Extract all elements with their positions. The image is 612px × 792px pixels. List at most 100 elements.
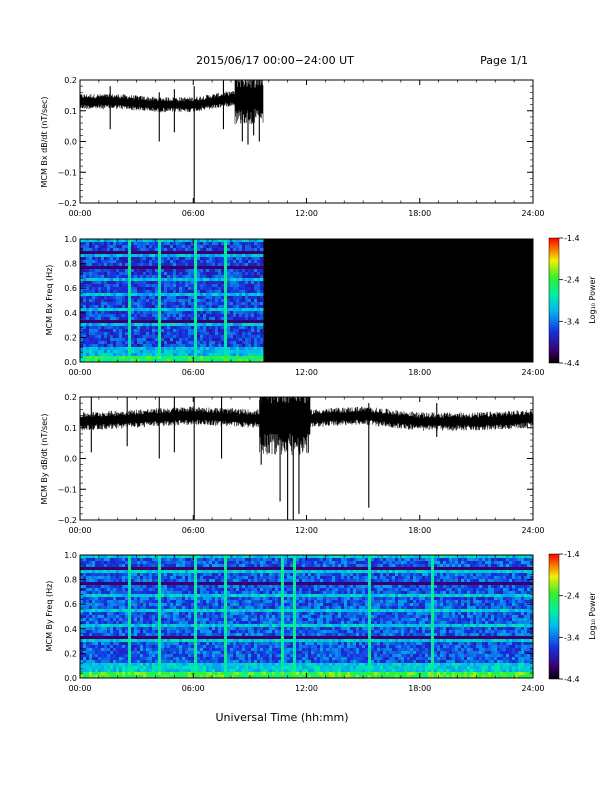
spectrogram-cell bbox=[212, 257, 216, 261]
spectrogram-cell bbox=[137, 621, 141, 625]
spectrogram-cell bbox=[188, 636, 192, 640]
spectrogram-cell bbox=[239, 257, 243, 261]
spectrogram-cell bbox=[149, 275, 153, 279]
spectrogram-cell bbox=[212, 603, 216, 607]
spectrogram-cell bbox=[128, 308, 132, 312]
spectrogram-cell bbox=[182, 251, 186, 255]
spectrogram-cell bbox=[197, 353, 201, 357]
spectrogram-cell bbox=[164, 627, 168, 631]
spectrogram-cell bbox=[185, 666, 189, 670]
spectrogram-cell bbox=[167, 278, 171, 282]
spectrogram-cell bbox=[194, 269, 198, 273]
spectrogram-cell bbox=[131, 567, 135, 571]
spectrogram-cell bbox=[200, 311, 204, 315]
spectrogram-cell bbox=[140, 645, 144, 649]
spectrogram-cell bbox=[98, 284, 102, 288]
spectrogram-cell bbox=[152, 636, 156, 640]
spectrogram-cell bbox=[101, 576, 105, 580]
spectrogram-cell bbox=[167, 335, 171, 339]
spectrogram-cell bbox=[161, 660, 165, 664]
spectrogram-cell bbox=[245, 260, 249, 264]
spectrogram-cell bbox=[98, 663, 102, 667]
spectrogram-cell bbox=[227, 666, 231, 670]
spectrogram-cell bbox=[107, 347, 111, 351]
spectrogram-cell bbox=[125, 636, 129, 640]
spectrogram-cell bbox=[179, 600, 183, 604]
spectrogram-cell bbox=[161, 293, 165, 297]
spectrogram-cell bbox=[191, 606, 195, 610]
spectrogram-cell bbox=[200, 323, 204, 327]
spectrogram-cell bbox=[209, 585, 213, 589]
spectrogram-cell bbox=[161, 323, 165, 327]
spectrogram-cell bbox=[164, 639, 168, 643]
spectrogram-cell bbox=[137, 603, 141, 607]
spectrogram-cell bbox=[101, 317, 105, 321]
spectrogram-cell bbox=[206, 645, 210, 649]
spectrogram-cell bbox=[173, 287, 177, 291]
spectrogram-cell bbox=[185, 594, 189, 598]
spectrogram-cell bbox=[155, 344, 159, 348]
spectrogram-cell bbox=[134, 338, 138, 342]
spectrogram-cell bbox=[140, 573, 144, 577]
spectrogram-cell bbox=[218, 287, 222, 291]
spectrogram-cell bbox=[236, 314, 240, 318]
spectrogram-cell bbox=[104, 669, 108, 673]
spectrogram-cell bbox=[173, 573, 177, 577]
spectrogram-cell bbox=[155, 642, 159, 646]
spectrogram-cell bbox=[122, 338, 126, 342]
spectrogram-cell bbox=[170, 284, 174, 288]
spectrogram-cell bbox=[185, 281, 189, 285]
spectrogram-cell bbox=[104, 645, 108, 649]
spectrogram-cell bbox=[143, 344, 147, 348]
spectrogram-cell bbox=[161, 272, 165, 276]
spectrogram-cell bbox=[179, 269, 183, 273]
spectrogram-cell bbox=[248, 266, 252, 270]
spectrogram-cell bbox=[158, 663, 162, 667]
spectrogram-cell bbox=[104, 287, 108, 291]
spectrogram-cell bbox=[140, 269, 144, 273]
spectrogram-cell bbox=[116, 356, 120, 360]
spectrogram-cell bbox=[173, 335, 177, 339]
spectrogram-cell bbox=[116, 666, 120, 670]
spectrogram-cell bbox=[116, 585, 120, 589]
spectrogram-cell bbox=[86, 278, 90, 282]
spectrogram-cell bbox=[149, 293, 153, 297]
spectrogram-cell bbox=[113, 317, 117, 321]
spectrogram-cell bbox=[92, 615, 96, 619]
spectrogram-cell bbox=[113, 281, 117, 285]
spectrogram-cell bbox=[95, 317, 99, 321]
spectrogram-cell bbox=[212, 278, 216, 282]
spectrogram-cell bbox=[209, 603, 213, 607]
spectrogram-cell bbox=[254, 332, 258, 336]
spectrogram-cell bbox=[149, 356, 153, 360]
spectrogram-cell bbox=[110, 248, 114, 252]
spectrogram-cell bbox=[185, 263, 189, 267]
spectrogram-cell bbox=[176, 576, 180, 580]
spectrogram-cell bbox=[86, 648, 90, 652]
spectrogram-cell bbox=[80, 621, 84, 625]
spectrogram-cell bbox=[257, 329, 261, 333]
spectrogram-cell bbox=[200, 248, 204, 252]
spectrogram-cell bbox=[98, 618, 102, 622]
spectrogram-cell bbox=[137, 666, 141, 670]
spectrogram-cell bbox=[140, 654, 144, 658]
spectrogram-cell bbox=[134, 311, 138, 315]
spectrogram-cell bbox=[215, 645, 219, 649]
spectrogram-cell bbox=[89, 329, 93, 333]
spectrogram-cell bbox=[131, 323, 135, 327]
spectrogram-cell bbox=[197, 600, 201, 604]
spectrogram-cell bbox=[194, 621, 198, 625]
spectrogram-cell bbox=[227, 594, 231, 598]
spectrogram-cell bbox=[200, 573, 204, 577]
spectrogram-cell bbox=[233, 314, 237, 318]
spectrogram-cell bbox=[224, 302, 228, 306]
spectrogram-cell bbox=[146, 311, 150, 315]
spectrogram-cell bbox=[227, 591, 231, 595]
spectrogram-cell bbox=[164, 266, 168, 270]
spectrogram-cell bbox=[110, 242, 114, 246]
spectrogram-cell bbox=[179, 558, 183, 562]
spectrogram-cell bbox=[125, 555, 129, 559]
spectrogram-cell bbox=[143, 675, 147, 679]
spectrogram-cell bbox=[212, 317, 216, 321]
spectrogram-cell bbox=[170, 335, 174, 339]
